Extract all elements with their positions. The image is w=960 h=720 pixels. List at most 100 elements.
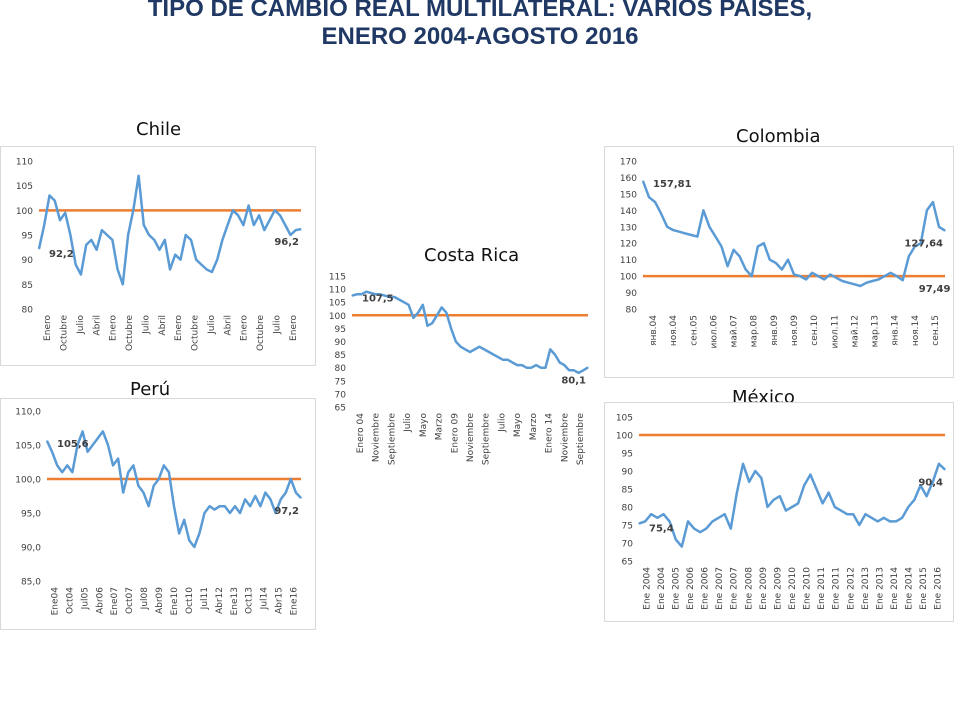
data-point (164, 239, 166, 241)
data-point (815, 488, 818, 490)
x-tick-label: Ene 2004 (657, 567, 667, 610)
data-point (511, 361, 514, 364)
data-label: 96,2 (274, 237, 299, 248)
data-point (85, 244, 87, 246)
data-label: 127,64 (904, 239, 943, 250)
y-tick-label: 100 (620, 273, 637, 283)
data-point (757, 245, 759, 248)
data-point (122, 492, 124, 494)
data-point (153, 239, 155, 241)
data-point (360, 293, 362, 295)
data-point (38, 248, 40, 250)
data-point (822, 502, 824, 504)
x-tick-label: Enero 14 (545, 413, 555, 454)
data-point (895, 520, 897, 522)
data-point (852, 513, 854, 515)
data-point (264, 492, 266, 494)
y-tick-label: 70 (335, 390, 347, 400)
y-tick-label: 80 (626, 306, 638, 316)
y-tick-label: 65 (335, 404, 346, 414)
data-point (90, 239, 92, 241)
x-tick-label: Ene 2006 (686, 567, 696, 610)
data-point (474, 348, 476, 350)
data-point (841, 280, 843, 282)
x-tick-label: сен.05 (689, 315, 699, 346)
data-point (393, 296, 396, 298)
data-point (914, 245, 916, 248)
x-tick-label: Julio (497, 413, 507, 433)
data-point (375, 293, 377, 295)
data-point (455, 340, 457, 343)
data-point (526, 367, 528, 369)
x-tick-label: Ene 2013 (861, 567, 871, 610)
data-point (138, 175, 140, 177)
data-point (763, 242, 765, 244)
data-point (793, 273, 795, 276)
y-tick-label: 110 (329, 286, 346, 296)
x-tick-label: Jul08 (140, 587, 150, 611)
data-point (932, 481, 934, 483)
y-tick-label: 90,0 (21, 544, 41, 554)
data-point (169, 268, 171, 271)
data-point (295, 229, 297, 231)
data-point (871, 517, 873, 519)
x-tick-label: июл.11 (830, 315, 840, 349)
x-tick-label: Julio (76, 315, 86, 335)
data-point (672, 229, 674, 231)
data-point (143, 224, 145, 226)
y-tick-label: 95 (622, 450, 633, 460)
data-point (249, 505, 251, 507)
y-tick-label: 95,0 (21, 510, 41, 520)
data-point (828, 492, 830, 494)
data-point (200, 264, 202, 266)
data-point (290, 478, 292, 480)
data-point (75, 264, 77, 266)
x-tick-label: Julio (141, 315, 151, 335)
data-point (696, 236, 698, 238)
data-point (864, 513, 866, 515)
data-point (785, 510, 787, 512)
data-point (902, 279, 904, 281)
x-tick-label: июл.06 (709, 315, 719, 349)
x-tick-label: май.07 (730, 315, 740, 347)
data-point (727, 265, 729, 267)
x-tick-label: Enero (289, 315, 299, 341)
data-point (408, 304, 410, 306)
x-tick-label: Ene04 (50, 587, 60, 616)
data-point (675, 538, 677, 540)
data-point (248, 204, 250, 206)
y-tick-label: 95 (22, 232, 33, 242)
data-point (642, 180, 644, 182)
x-tick-label: мар.13 (871, 315, 881, 347)
y-tick-label: 170 (620, 158, 637, 168)
x-tick-label: Abr06 (95, 587, 105, 614)
y-tick-label: 90 (22, 256, 34, 266)
y-tick-label: 85 (622, 486, 633, 496)
data-point (274, 209, 276, 211)
y-tick-label: 100 (616, 432, 633, 442)
x-tick-label: янв.14 (891, 315, 901, 346)
chart-panel-mexico: 65 70 75 80 85 90 95 100 105 Ene 2004 Ene 2004 Ene … (604, 402, 954, 622)
x-tick-label: Noviembre (372, 413, 382, 463)
x-tick-label: Ene16 (290, 587, 300, 616)
x-tick-label: Ene 2011 (817, 567, 827, 610)
data-point (908, 255, 910, 257)
data-point (64, 212, 66, 214)
chart-svg-chile: 80 85 90 95 100 105 110 Enero Octubre Julio Abril E… (16, 158, 302, 351)
data-point (654, 201, 656, 203)
x-tick-label: ноя.09 (790, 315, 800, 346)
data-point (883, 517, 885, 519)
data-point (733, 249, 735, 251)
y-tick-label: 95 (335, 325, 346, 335)
data-point (823, 278, 825, 280)
y-tick-label: 90 (626, 289, 638, 299)
x-tick-label: Ene 2010 (803, 567, 813, 610)
data-point (48, 194, 51, 197)
data-point (678, 231, 680, 233)
data-point (871, 280, 874, 282)
y-tick-label: 80 (335, 364, 347, 374)
x-tick-label: Octubre (60, 315, 70, 351)
x-tick-label: мар.08 (750, 315, 760, 348)
data-point (426, 325, 429, 327)
data-point (221, 239, 223, 241)
